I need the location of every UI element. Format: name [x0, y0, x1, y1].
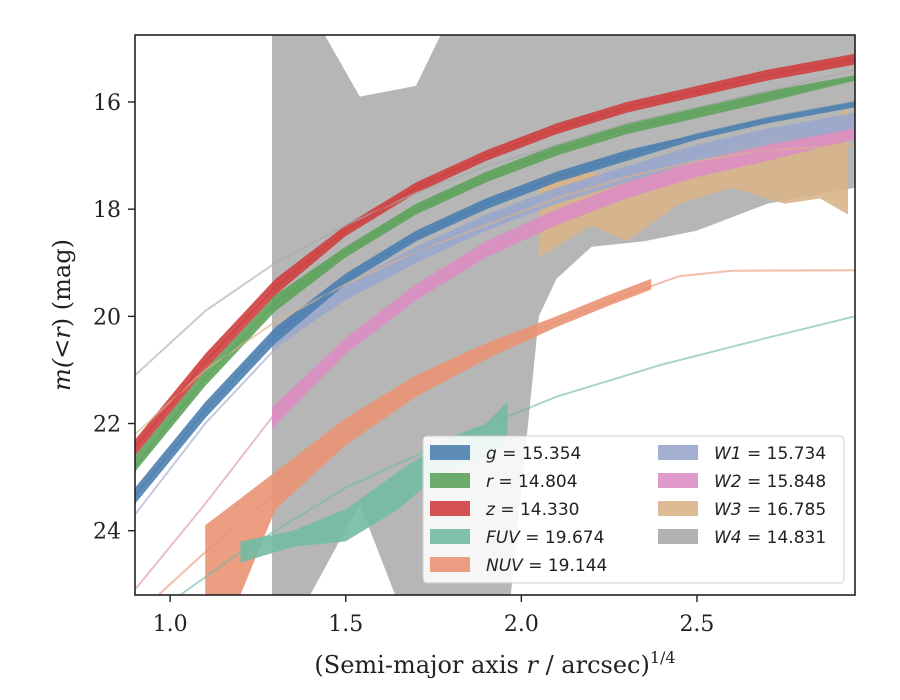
x-tick-label: 1.5 [328, 612, 363, 637]
axes: 1.0 1.5 2.0 2.5 16 18 20 22 24 [93, 91, 714, 637]
legend-swatch-r [430, 473, 470, 488]
model-line-r [135, 76, 855, 468]
plot-frame [134, 34, 856, 596]
legend-swatch-w3 [658, 501, 698, 516]
x-axis-label: (Semi-major axis r / arcsec)1/4 [314, 648, 675, 679]
x-tick-label: 1.0 [153, 612, 188, 637]
plot-area [135, 35, 855, 595]
model-line-w2 [135, 127, 855, 591]
legend-swatch-w2 [658, 473, 698, 488]
legend-label-fuv: FUV = 19.674 [486, 528, 604, 548]
y-tick-label: 24 [93, 520, 121, 545]
legend-frame [422, 435, 845, 584]
y-axis-label: m(<r) (mag) [48, 239, 76, 391]
model-line-fuv [178, 315, 855, 595]
legend-label-nuv: NUV = 19.144 [486, 556, 607, 576]
legend-label-g: g = 15.354 [486, 444, 581, 464]
x-tick-label: 2.5 [679, 612, 714, 637]
band-nuv [205, 278, 652, 595]
y-tick-label: 18 [93, 198, 121, 223]
model-line-nuv [156, 269, 855, 595]
y-tick-label: 22 [93, 413, 121, 438]
model-line-w1 [135, 117, 855, 516]
y-tick-label: 16 [93, 91, 121, 116]
legend-swatch-fuv [430, 529, 470, 544]
x-tick-label: 2.0 [504, 612, 539, 637]
band-fuv [240, 402, 508, 563]
model-line-w3 [135, 143, 855, 435]
legend-swatch-w4 [658, 529, 698, 544]
legend-swatch-nuv [430, 557, 470, 572]
legend-label-w1: W1 = 15.734 [714, 444, 826, 464]
model-line-g [135, 101, 855, 497]
legend-swatch-z [430, 501, 470, 516]
legend-label-w3: W3 = 16.785 [714, 500, 826, 520]
legend-swatch-g [430, 445, 470, 460]
legend-label-r: r = 14.804 [486, 472, 578, 492]
legend-label-z: z = 14.330 [485, 500, 579, 520]
model-line-w4 [135, 68, 855, 377]
legend-label-w4: W4 = 14.831 [714, 528, 826, 548]
model-line-z [135, 58, 855, 449]
y-tick-label: 20 [93, 305, 121, 330]
legend-label-w2: W2 = 15.848 [714, 472, 826, 492]
legend: g = 15.354 r = 14.804 z = 14.330 FUV = 19.6… [422, 435, 845, 584]
legend-swatch-w1 [658, 445, 698, 460]
band-w1 [272, 112, 855, 349]
